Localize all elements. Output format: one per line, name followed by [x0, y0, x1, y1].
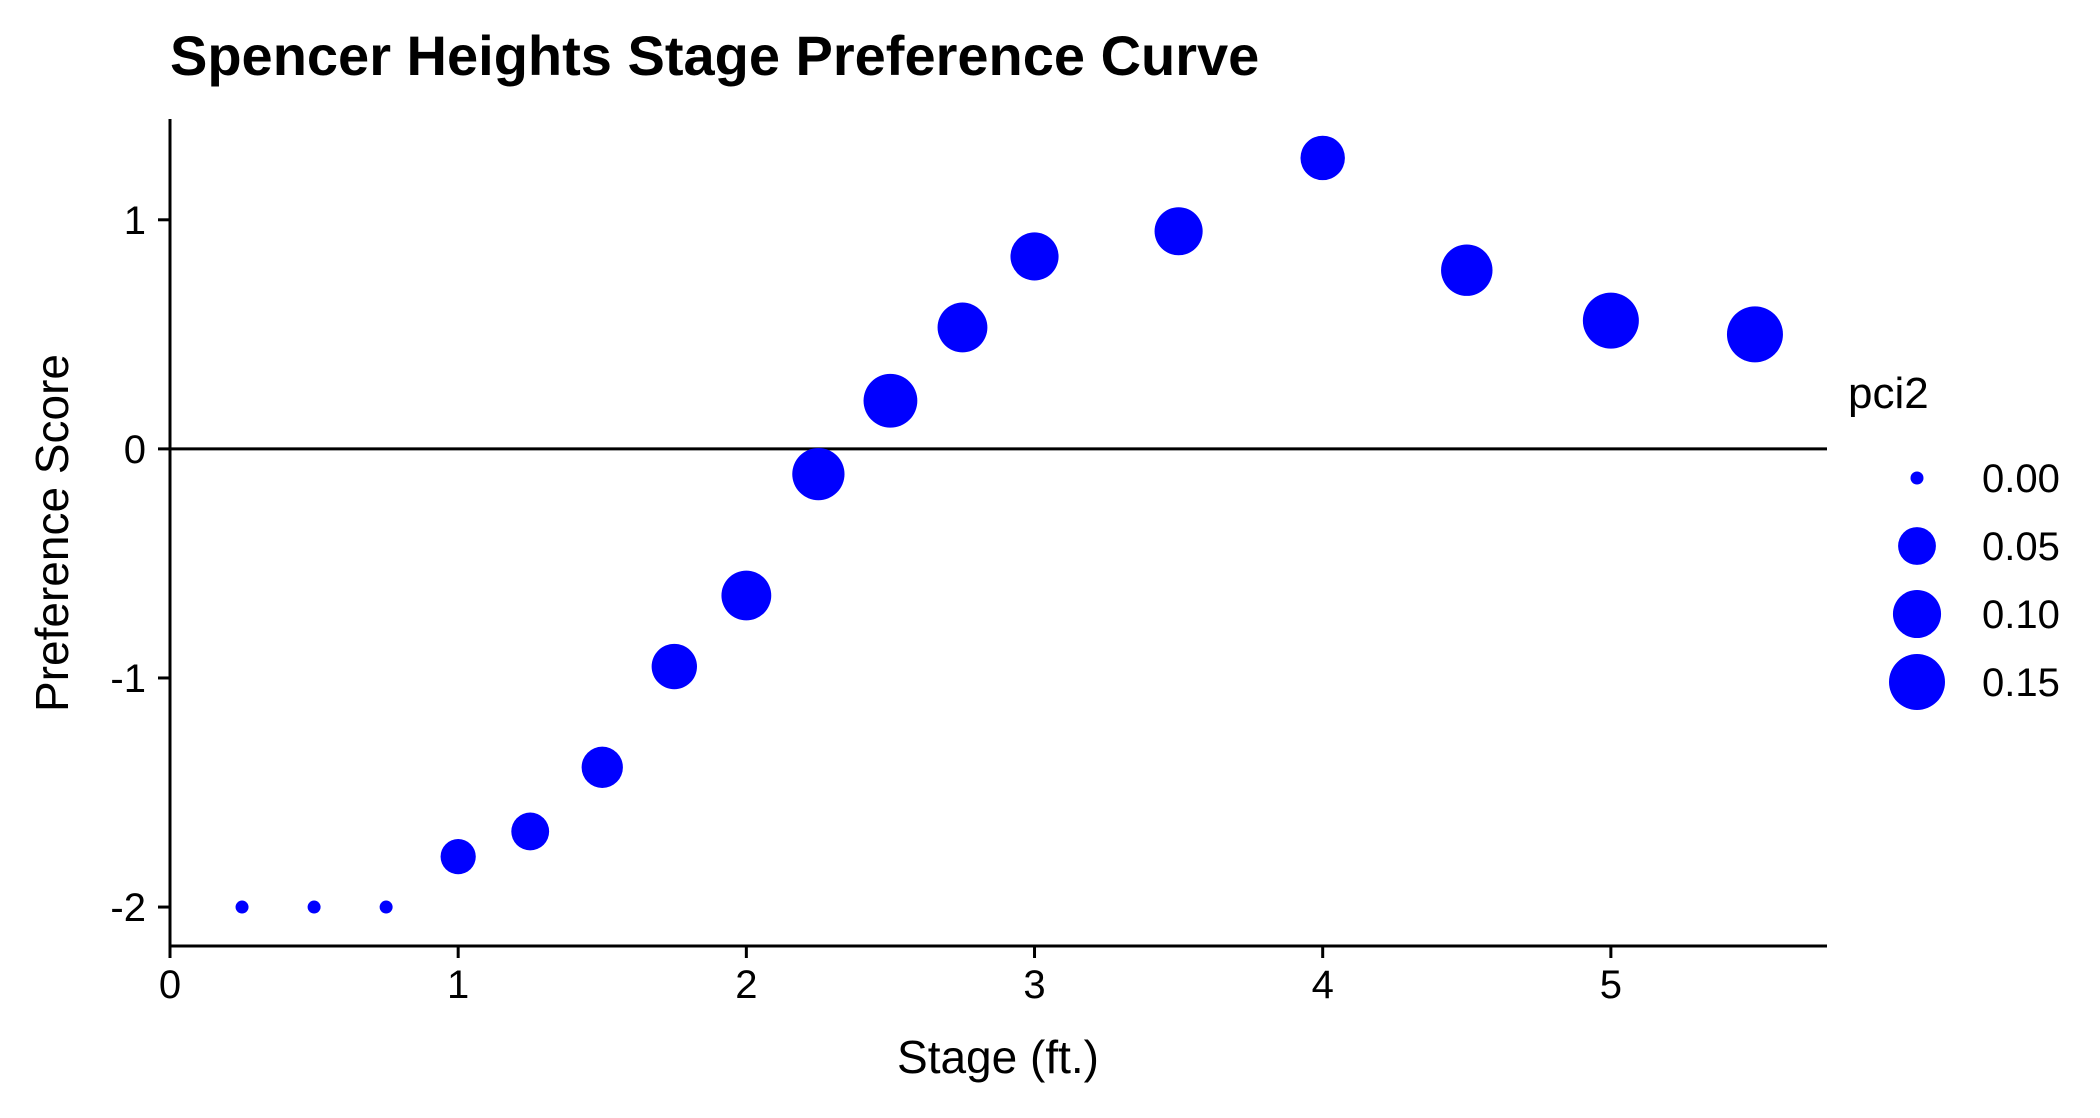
data-point-1 [235, 900, 249, 914]
legend-key [1898, 527, 1936, 565]
legend-key [1910, 471, 1924, 485]
x-tick-label: 3 [1023, 963, 1045, 1007]
legend-key [1889, 654, 1945, 710]
x-axis-ticks: 0 1 2 3 4 5 [159, 946, 1622, 1007]
data-point-13 [1154, 207, 1203, 256]
data-point-3 [379, 900, 393, 914]
data-point-14 [1300, 135, 1345, 181]
y-tick-label: 1 [124, 199, 146, 243]
y-tick-label: 0 [124, 428, 146, 472]
x-tick-label: 2 [735, 963, 757, 1007]
data-point-10 [863, 373, 918, 428]
x-tick-label: 4 [1312, 963, 1334, 1007]
data-point-4 [440, 839, 476, 875]
y-tick-label: -1 [110, 657, 146, 701]
legend-label: 0.15 [1982, 661, 2060, 705]
data-point-11 [937, 302, 988, 353]
data-point-9 [792, 447, 845, 501]
chart-title: Spencer Heights Stage Preference Curve [170, 24, 1259, 87]
x-tick-label: 1 [447, 963, 469, 1007]
data-point-5 [511, 812, 550, 851]
data-point-7 [651, 643, 697, 690]
legend-label: 0.10 [1982, 593, 2060, 637]
plot-area [170, 135, 1827, 914]
data-point-17 [1726, 306, 1783, 363]
data-point-8 [721, 570, 772, 621]
legend-key [1892, 589, 1942, 639]
data-point-16 [1582, 292, 1639, 349]
legend: pci2 0.00 0.05 0.10 0.15 [1848, 369, 2060, 710]
x-tick-label: 5 [1600, 963, 1622, 1007]
y-axis-title: Preference Score [26, 354, 78, 712]
data-point-12 [1010, 232, 1059, 281]
data-point-15 [1441, 244, 1493, 296]
data-point-6 [581, 746, 623, 788]
legend-label: 0.00 [1982, 457, 2060, 501]
legend-label: 0.05 [1982, 525, 2060, 569]
legend-title: pci2 [1848, 369, 1929, 418]
data-point-2 [307, 900, 321, 914]
legend-entries: 0.00 0.05 0.10 0.15 [1889, 457, 2060, 710]
x-axis-title: Stage (ft.) [897, 1031, 1099, 1083]
y-tick-label: -2 [110, 886, 146, 930]
x-tick-label: 0 [159, 963, 181, 1007]
y-axis-ticks: -2 -1 0 1 [110, 199, 170, 930]
